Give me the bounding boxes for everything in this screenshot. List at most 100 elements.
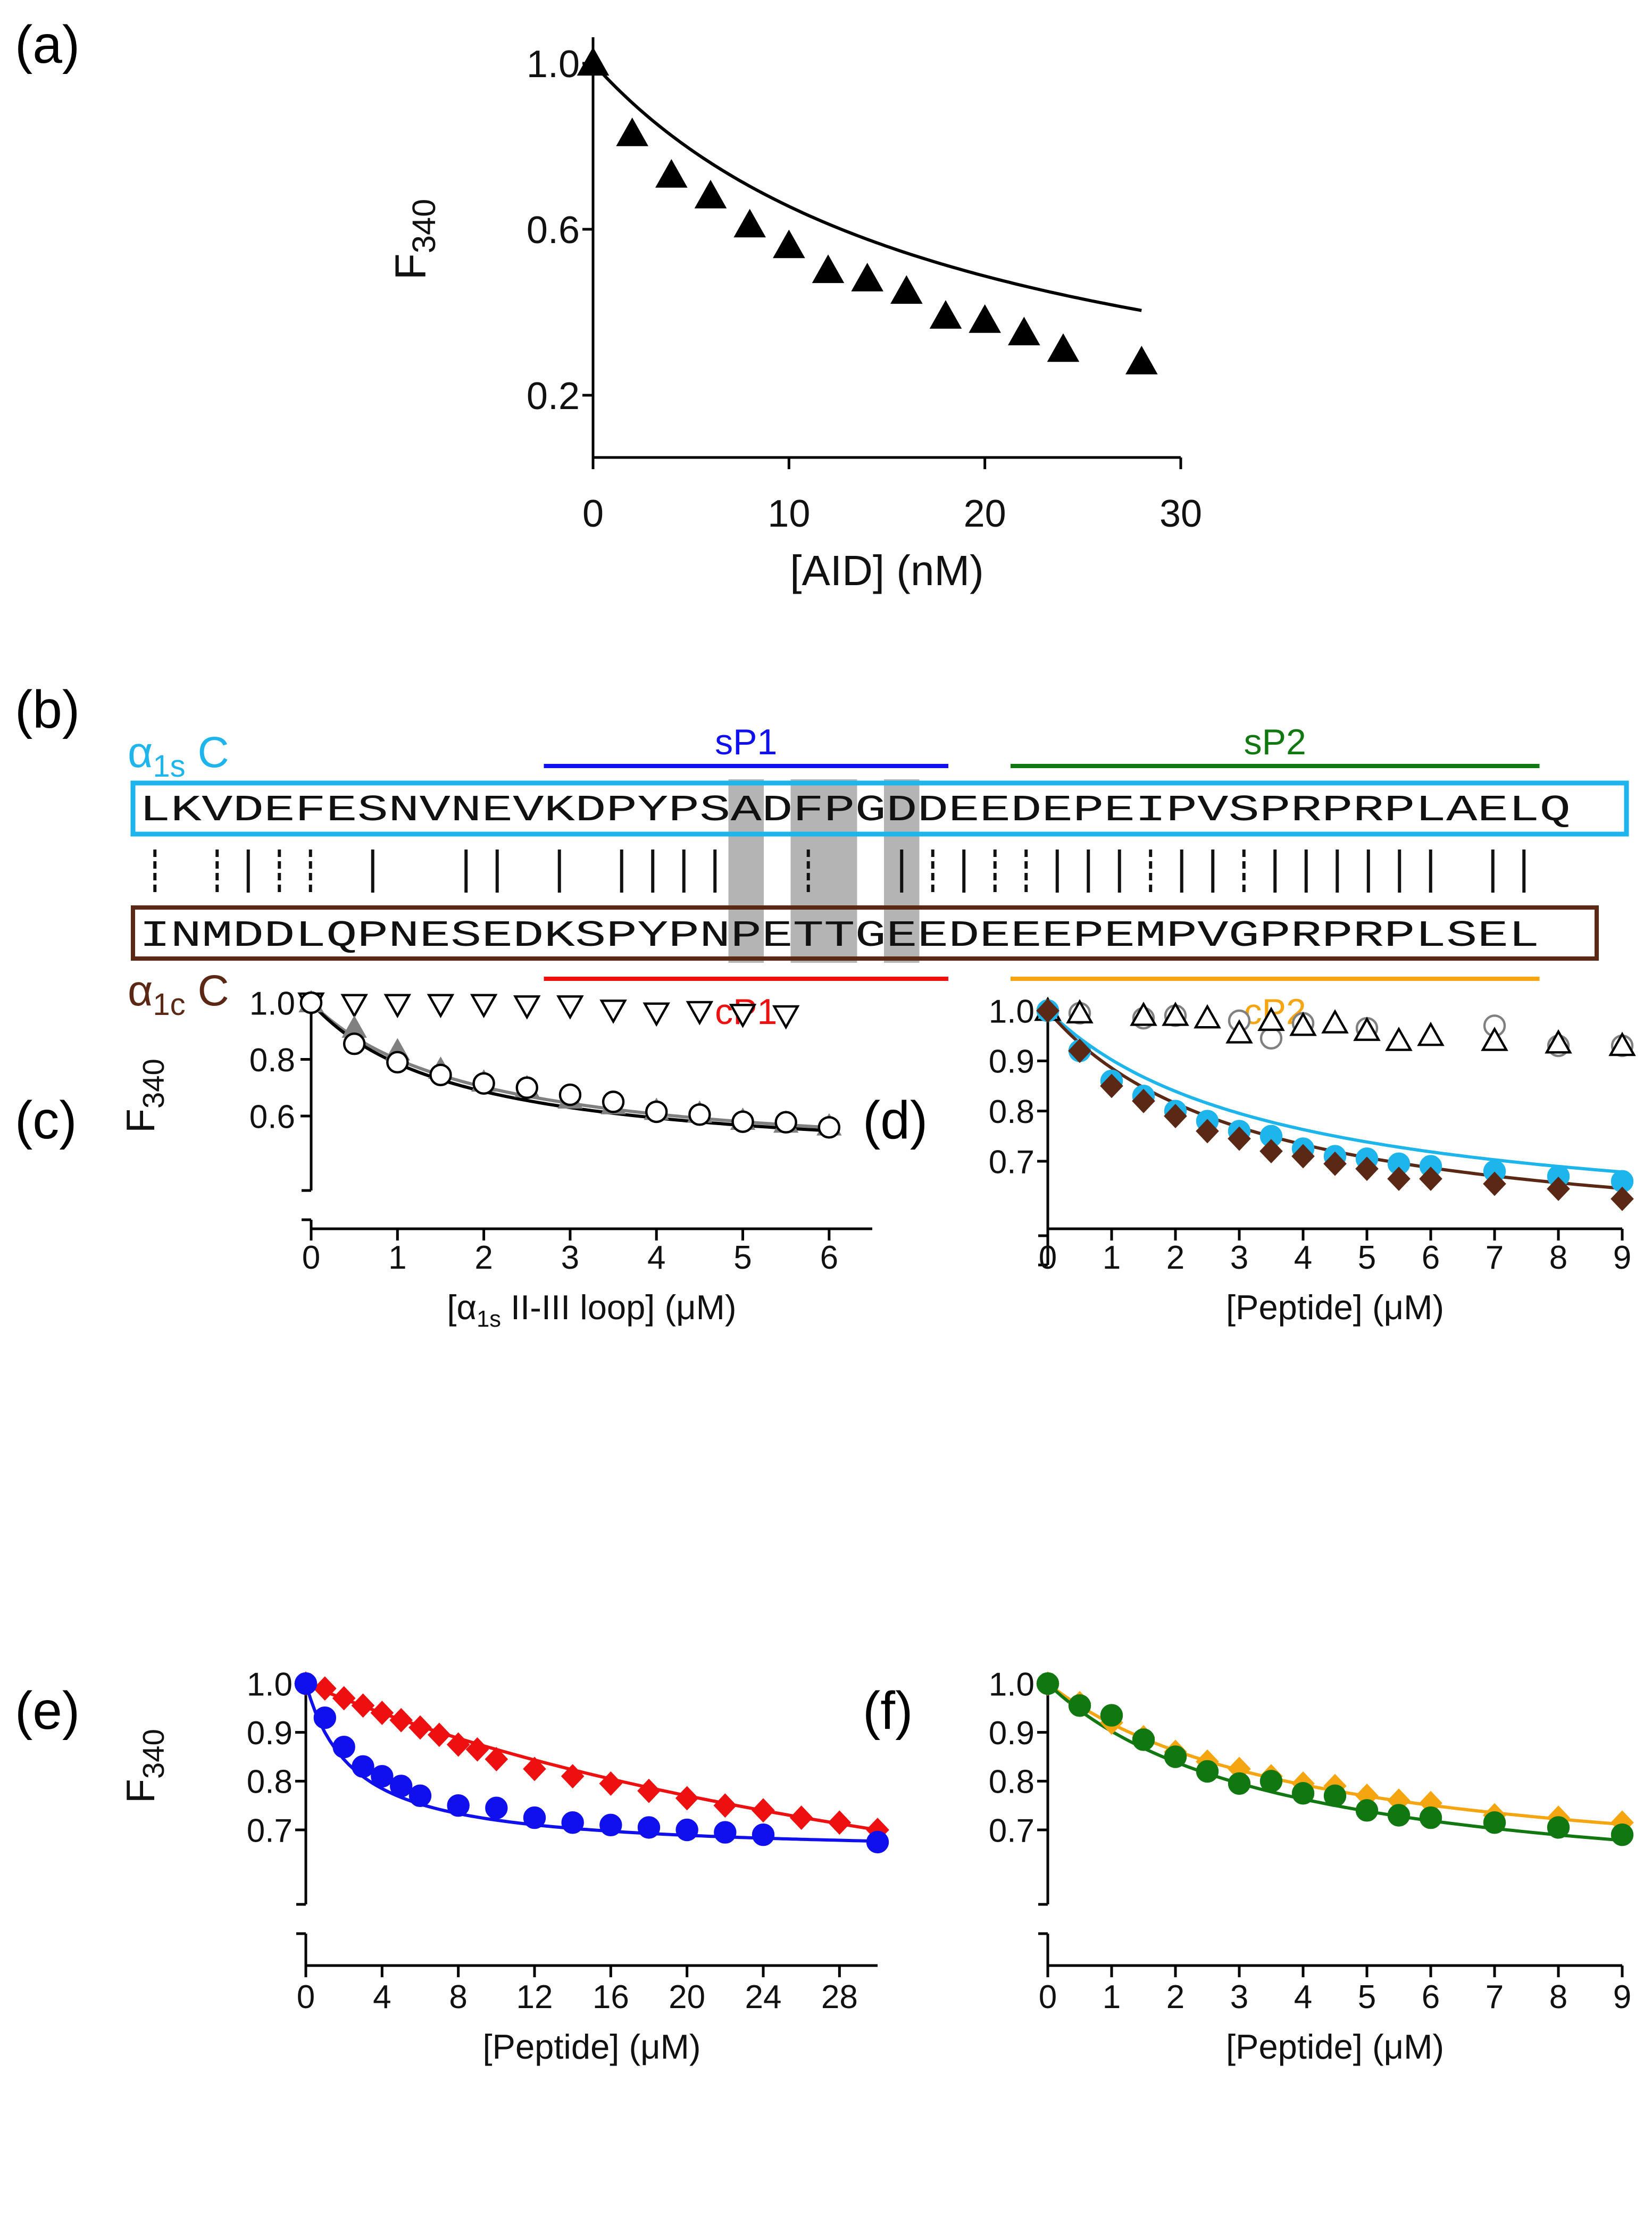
data-point-open-triangle-down — [643, 1002, 670, 1027]
data-point-brown-diamond — [1100, 1073, 1123, 1098]
data-point-red-diamond — [351, 1693, 375, 1718]
data-point-blue-circle — [675, 1818, 698, 1842]
data-point-green-circle — [1196, 1760, 1219, 1783]
data-point-open-circle — [602, 1090, 625, 1113]
data-point-red-diamond — [428, 1722, 451, 1747]
data-point-brown-diamond — [1228, 1126, 1251, 1151]
data-point-brown-diamond — [1483, 1171, 1506, 1196]
y-tick-label: 1.0 — [247, 1666, 293, 1703]
x-axis-label: [α1s II-III loop] (μM) — [447, 1288, 736, 1332]
data-point-open-circle — [515, 1076, 538, 1099]
y-axis-label-sub: 340 — [406, 199, 443, 254]
data-point-AID — [812, 254, 845, 284]
y-axis-label: F340 — [118, 1729, 170, 1803]
x-axis-label-sub: 1s — [477, 1306, 501, 1332]
y-tick-label: 0.2 — [527, 375, 580, 418]
data-point-blue-circle — [294, 1672, 318, 1695]
data-point-AID — [929, 300, 962, 329]
data-point-red-diamond — [408, 1715, 432, 1740]
alpha1c-row-label: α1c C — [128, 967, 229, 1022]
alpha1s-sequence-text: LKVDEFESNVNEVKDPYPSADFPGDDEEDEPEIPVSPRPR… — [139, 790, 1571, 832]
highlight-column — [728, 779, 764, 963]
y-tick-label: 0.8 — [247, 1764, 293, 1801]
fit-curve-AID — [591, 62, 1142, 312]
data-point-red-diamond — [446, 1732, 470, 1757]
data-point-open-triangle-down — [383, 994, 412, 1019]
data-point-AID — [733, 209, 766, 238]
y-axis-label-main: F — [118, 1109, 163, 1133]
data-point-AID — [890, 275, 923, 304]
y-tick-label: 0.9 — [247, 1715, 293, 1752]
x-tick-label: 4 — [1294, 1239, 1312, 1276]
x-tick-label: 2 — [474, 1239, 493, 1276]
x-axis-label: [Peptide] (μM) — [1226, 2027, 1444, 2066]
data-point-brown-diamond — [1164, 1104, 1187, 1129]
x-axis-label-main: [α — [447, 1288, 477, 1327]
data-point-open-triangle-down — [513, 995, 541, 1020]
x-tick-label: 3 — [1230, 1979, 1248, 2016]
x-tick-label: 16 — [593, 1979, 629, 2016]
x-tick-label: 3 — [561, 1239, 579, 1276]
panel-label-e: (e) — [15, 1681, 80, 1741]
x-tick-label: 0 — [582, 493, 604, 535]
y-axis-label-main: F — [387, 253, 435, 280]
x-axis-label: [AID] (nM) — [790, 547, 983, 594]
data-point-AID — [694, 179, 727, 209]
x-tick-label: 4 — [1294, 1979, 1312, 2016]
x-tick-label: 1 — [1103, 1239, 1121, 1276]
data-point-blue-circle — [599, 1813, 622, 1837]
data-point-red-diamond — [599, 1771, 623, 1796]
data-point-blue-circle — [485, 1796, 508, 1819]
x-tick-label: 12 — [516, 1979, 553, 2016]
data-point-green-circle — [1164, 1745, 1187, 1768]
data-point-open-triangle — [1194, 1004, 1221, 1029]
data-point-open-triangle — [1417, 1021, 1445, 1046]
alpha1s-sequence-box — [130, 780, 1629, 837]
data-point-red-diamond — [389, 1708, 413, 1733]
alpha1c-sequence-text: INMDDLQPNESEDKSPYPNPETTGEEDEEEPEMPVGPRPR… — [139, 915, 1540, 958]
y-tick-label: 0.6 — [249, 1098, 295, 1135]
y-tick-label: 0.8 — [249, 1042, 295, 1079]
data-point-red-diamond — [828, 1810, 852, 1835]
data-point-blue-circle — [714, 1821, 737, 1844]
data-point-blue-circle — [332, 1735, 355, 1759]
alpha1c-label-main: α — [128, 967, 153, 1015]
y-tick-label: 0.7 — [989, 1812, 1034, 1849]
chart-panel-e: 0 4 8 12 16 20 24 28 0.7 0.8 0.9 1.0 [Peptide] (μM) F… — [118, 1666, 889, 2066]
y-tick-label: 1.0 — [989, 993, 1034, 1030]
y-axis-label: F340 — [118, 1059, 170, 1133]
x-tick-label: 5 — [733, 1239, 752, 1276]
y-tick-label: 1.0 — [249, 985, 295, 1022]
x-tick-label: 5 — [1358, 1239, 1376, 1276]
data-point-green-circle — [1100, 1704, 1123, 1727]
y-tick-label: 0.9 — [989, 1044, 1034, 1080]
x-tick-label: 10 — [767, 493, 810, 535]
x-tick-label: 4 — [647, 1239, 665, 1276]
panel-label-d: (d) — [863, 1090, 928, 1150]
y-axis-label-sub: 340 — [137, 1059, 170, 1109]
x-tick-label: 0 — [1039, 1979, 1057, 2016]
data-point-brown-diamond — [1547, 1176, 1570, 1201]
y-tick-label: 0.7 — [989, 1144, 1034, 1180]
fit-curve-cyan-circle — [1046, 1009, 1623, 1174]
data-point-brown-diamond — [1291, 1144, 1315, 1169]
chart-panel-a: 0 10 20 30 0.2 0.6 1.0 [AID] (nM) F340 — [387, 37, 1202, 594]
data-point-AID — [655, 159, 688, 188]
data-point-brown-diamond — [1259, 1139, 1283, 1164]
x-tick-label: 2 — [1166, 1979, 1184, 2016]
x-axis-label: [Peptide] (μM) — [482, 2027, 700, 2066]
data-point-red-diamond — [637, 1778, 661, 1803]
data-point-brown-diamond — [1355, 1156, 1379, 1181]
y-tick-label: 0.8 — [989, 1764, 1034, 1801]
data-point-open-triangle-down — [599, 1000, 627, 1024]
x-tick-label: 8 — [1549, 1979, 1567, 2016]
x-tick-label: 6 — [1422, 1979, 1440, 2016]
data-point-blue-circle — [352, 1755, 374, 1778]
data-point-blue-circle — [389, 1775, 413, 1797]
sequence-alignment-panel: LKVDEFESNVNEVKDPYPSADFPGDDEEDEPEIPVSPRPR… — [128, 722, 1629, 1032]
data-point-red-diamond — [313, 1676, 337, 1701]
data-point-blue-circle — [561, 1811, 584, 1834]
highlight-column — [790, 779, 857, 963]
region-label-sP1: sP1 — [715, 722, 777, 762]
